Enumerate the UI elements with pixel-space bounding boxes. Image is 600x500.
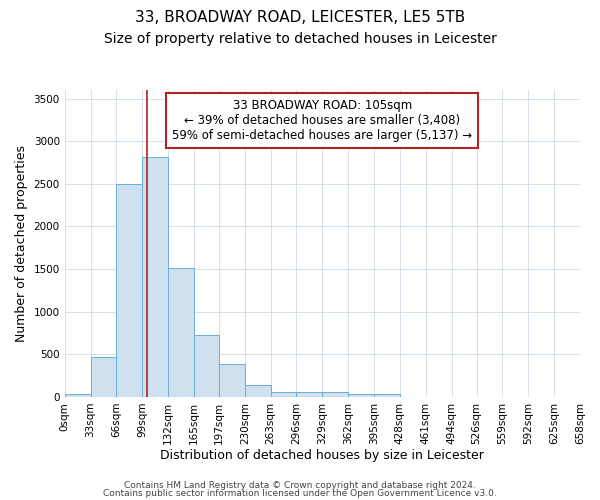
Y-axis label: Number of detached properties: Number of detached properties	[15, 145, 28, 342]
Bar	[116, 184, 142, 397]
Bar	[142, 156, 168, 397]
Text: Size of property relative to detached houses in Leicester: Size of property relative to detached ho…	[104, 32, 496, 46]
Bar	[271, 392, 296, 397]
Bar	[322, 392, 348, 397]
X-axis label: Distribution of detached houses by size in Leicester: Distribution of detached houses by size …	[160, 450, 484, 462]
Text: 33, BROADWAY ROAD, LEICESTER, LE5 5TB: 33, BROADWAY ROAD, LEICESTER, LE5 5TB	[135, 10, 465, 25]
Text: Contains public sector information licensed under the Open Government Licence v3: Contains public sector information licen…	[103, 490, 497, 498]
Text: 33 BROADWAY ROAD: 105sqm
← 39% of detached houses are smaller (3,408)
59% of sem: 33 BROADWAY ROAD: 105sqm ← 39% of detach…	[172, 99, 472, 142]
Bar	[348, 394, 374, 397]
Bar	[168, 268, 194, 397]
Bar	[245, 384, 271, 397]
Bar	[296, 392, 322, 397]
Bar	[194, 334, 219, 397]
Bar	[374, 394, 400, 397]
Bar	[219, 364, 245, 397]
Bar	[65, 394, 91, 397]
Bar	[91, 357, 116, 397]
Text: Contains HM Land Registry data © Crown copyright and database right 2024.: Contains HM Land Registry data © Crown c…	[124, 481, 476, 490]
